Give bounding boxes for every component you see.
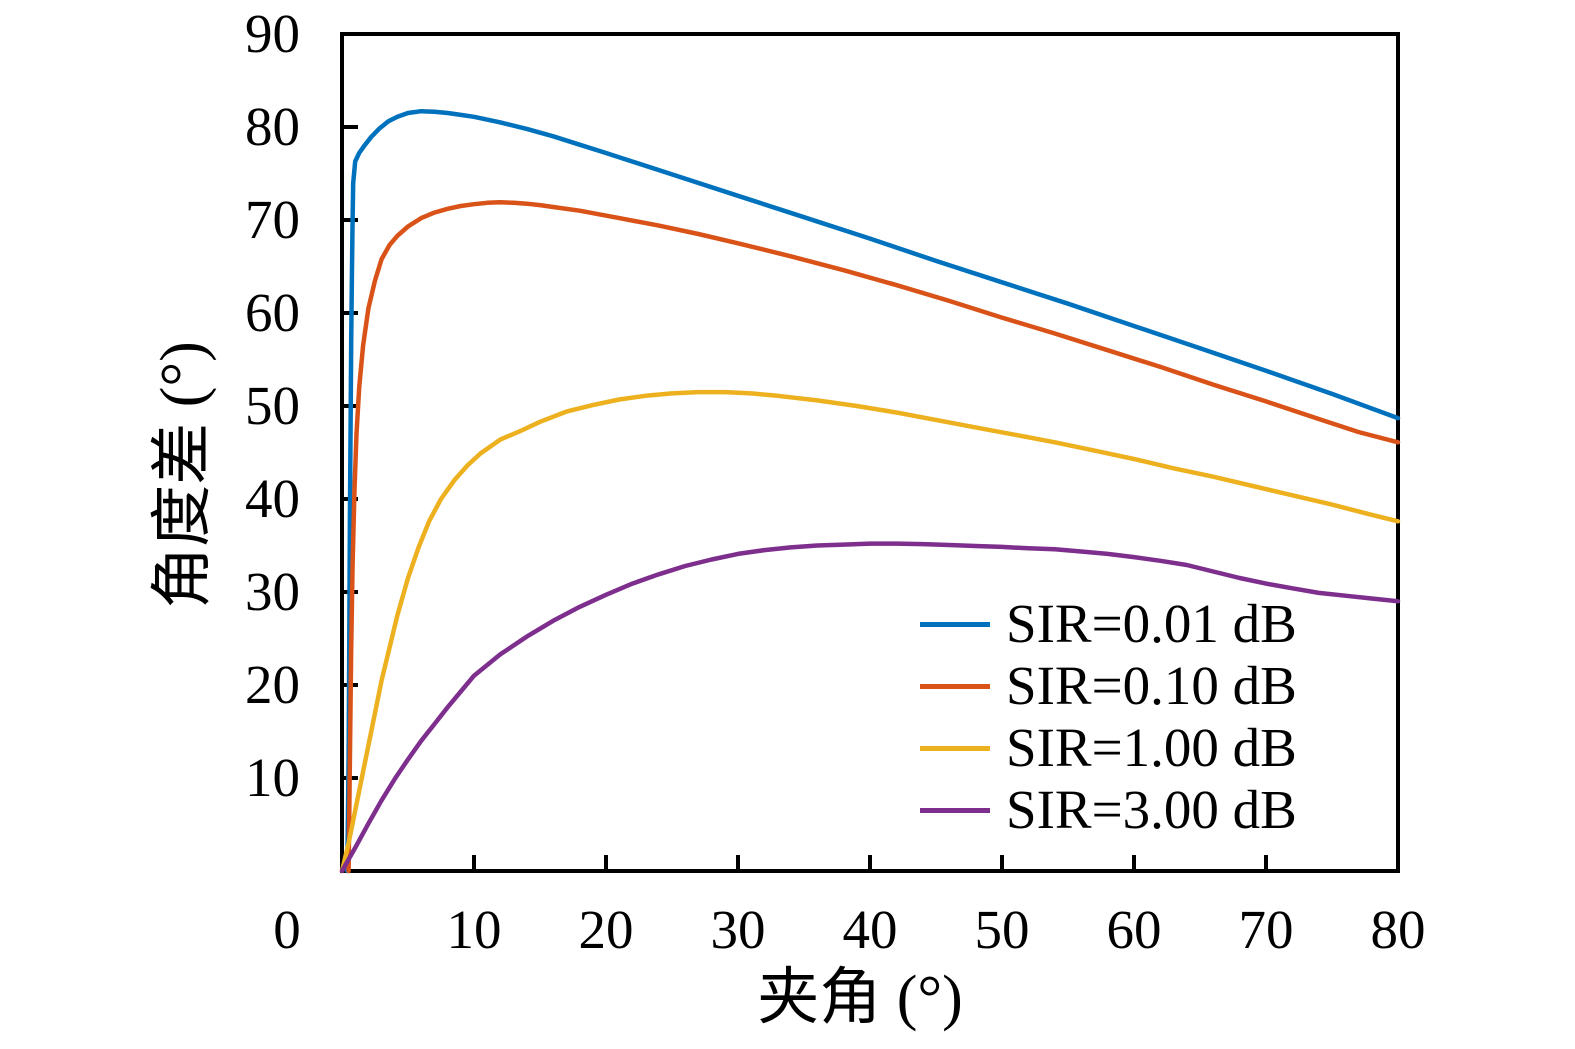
y-tick-label: 40 [245, 468, 300, 529]
plot-border [340, 32, 1400, 873]
legend-item: SIR=0.10 dB [920, 653, 1297, 719]
y-tick-label: 20 [245, 654, 300, 715]
y-tick-label: 60 [245, 282, 300, 343]
x-tick-label: 30 [710, 899, 766, 960]
x-tick-label: 60 [1106, 899, 1162, 960]
legend-line-sample [920, 745, 990, 751]
legend-line-sample [920, 683, 990, 689]
y-tick-label: 80 [245, 96, 300, 157]
y-tick-label: 70 [245, 189, 300, 250]
series-line-SIR=0.01 dB [345, 108, 1401, 874]
x-tick-label: 20 [578, 899, 634, 960]
y-tick-label: 50 [245, 375, 300, 436]
legend-line-sample [920, 807, 990, 813]
legend-line-sample [920, 621, 990, 627]
legend-label: SIR=0.10 dB [1006, 655, 1297, 716]
x-tick-label: 10 [446, 899, 502, 960]
x-tick-label: 80 [1370, 899, 1426, 960]
series-line-SIR=3.00 dB [339, 541, 1401, 874]
legend-label: SIR=3.00 dB [1006, 779, 1297, 840]
x-tick-label: 70 [1238, 899, 1294, 960]
legend-label: SIR=0.01 dB [1006, 593, 1297, 654]
y-tick-label: 90 [245, 3, 300, 64]
y-tick-label: 10 [245, 747, 300, 808]
series-line-SIR=1.00 dB [339, 389, 1401, 874]
x-tick-label: 0 [273, 899, 301, 960]
x-tick-label: 40 [842, 899, 898, 960]
series-line-SIR=0.10 dB [346, 200, 1401, 874]
y-tick-label: 30 [245, 561, 300, 622]
legend-label: SIR=1.00 dB [1006, 717, 1297, 778]
x-tick-label: 50 [974, 899, 1030, 960]
x-axis-label: 夹角 (°) [757, 964, 963, 1032]
legend-item: SIR=3.00 dB [920, 777, 1297, 843]
legend-item: SIR=0.01 dB [920, 591, 1297, 657]
legend-item: SIR=1.00 dB [920, 715, 1297, 781]
